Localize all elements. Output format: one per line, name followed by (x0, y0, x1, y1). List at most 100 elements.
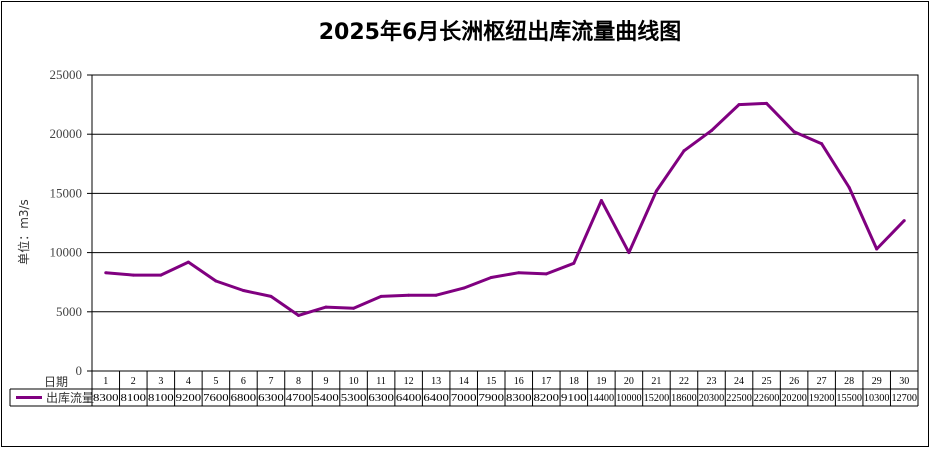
data-table-value: 8300 (506, 393, 532, 404)
x-tick-label: 23 (707, 376, 717, 387)
data-table-value: 7000 (451, 393, 477, 404)
data-point (517, 271, 521, 275)
data-table-value: 8200 (534, 393, 560, 404)
x-tick-label: 1 (103, 376, 108, 387)
x-tick-label: 6 (241, 376, 246, 387)
data-point (352, 306, 356, 310)
y-tick-label: 0 (76, 363, 83, 378)
data-point (324, 305, 328, 309)
data-point (765, 101, 769, 105)
data-table-value: 5400 (313, 393, 339, 404)
data-point (241, 288, 245, 292)
data-point (682, 149, 686, 153)
data-table-value: 18600 (671, 393, 697, 404)
data-table-value: 10000 (616, 393, 642, 404)
data-table-value: 8300 (93, 393, 119, 404)
data-point (572, 261, 576, 265)
x-tick-label: 11 (376, 376, 386, 387)
data-table-value: 9100 (561, 393, 587, 404)
data-table-value: 20300 (699, 393, 725, 404)
data-table-value: 8100 (148, 393, 174, 404)
data-table-value: 15500 (836, 393, 862, 404)
data-point (131, 273, 135, 277)
x-tick-label: 27 (817, 376, 827, 387)
x-tick-label: 12 (404, 376, 414, 387)
data-point (875, 247, 879, 251)
data-point (847, 185, 851, 189)
x-tick-label: 22 (679, 376, 689, 387)
data-table-value: 6300 (368, 393, 394, 404)
data-point (269, 294, 273, 298)
data-point (737, 103, 741, 107)
data-point (297, 313, 300, 317)
data-table-value: 22600 (754, 393, 780, 404)
x-tick-label: 20 (624, 376, 634, 387)
data-table-value: 6400 (396, 393, 422, 404)
data-point (434, 293, 438, 297)
data-point (710, 129, 713, 133)
data-table-value: 10300 (864, 393, 890, 404)
x-tick-label: 21 (651, 376, 661, 387)
x-tick-label: 10 (349, 376, 359, 387)
data-table-value: 19200 (809, 393, 835, 404)
data-table-value: 22500 (726, 393, 752, 404)
plot-area (91, 74, 919, 372)
data-table-value: 14400 (589, 393, 615, 404)
y-tick-label: 15000 (50, 185, 83, 200)
legend-series-name: 出库流量 (46, 390, 94, 405)
data-point (820, 142, 824, 146)
data-table-value: 5300 (341, 393, 367, 404)
x-tick-label: 13 (431, 376, 441, 387)
data-table-value: 6800 (231, 393, 257, 404)
table-header-label: 日期 (44, 375, 68, 389)
x-tick-label: 8 (296, 376, 301, 387)
y-tick-label: 10000 (50, 245, 83, 260)
x-tick-label: 16 (514, 376, 524, 387)
chart-title: 2025年6月长洲枢纽出库流量曲线图 (318, 20, 682, 45)
data-point (654, 189, 658, 193)
series-line (105, 101, 906, 317)
data-point (214, 279, 218, 283)
data-point (379, 294, 383, 298)
x-tick-label: 7 (268, 376, 273, 387)
data-point (599, 199, 603, 203)
data-point (792, 130, 796, 134)
data-point (489, 275, 493, 279)
data-table-value: 20200 (781, 393, 807, 404)
x-tick-label: 5 (213, 376, 218, 387)
data-point (544, 272, 548, 276)
y-tick-label: 20000 (50, 126, 83, 141)
y-axis-label: 单位：m3/s (16, 199, 31, 265)
y-tick-label: 25000 (50, 67, 83, 82)
data-table-value: 8100 (121, 393, 147, 404)
x-tick-label: 2 (131, 376, 136, 387)
data-point (104, 271, 108, 275)
x-tick-label: 15 (486, 376, 496, 387)
data-table-value: 7600 (203, 393, 229, 404)
x-tick-label: 17 (541, 376, 551, 387)
x-tick-label: 29 (872, 376, 882, 387)
data-table-value: 6400 (423, 393, 449, 404)
data-point (186, 260, 190, 264)
data-table-value: 6300 (258, 393, 284, 404)
data-point (902, 219, 906, 223)
x-tick-label: 28 (844, 376, 854, 387)
data-point (159, 273, 163, 277)
data-table-value: 7900 (478, 393, 504, 404)
data-point (407, 293, 411, 297)
x-tick-label: 18 (569, 376, 579, 387)
x-tick-label: 24 (734, 376, 744, 387)
x-tick-label: 9 (324, 376, 329, 387)
x-tick-label: 25 (762, 376, 772, 387)
x-tick-label: 26 (789, 376, 799, 387)
data-point (462, 286, 466, 290)
x-tick-label: 4 (186, 376, 191, 387)
data-table-value: 4700 (286, 393, 312, 404)
x-tick-label: 14 (459, 376, 469, 387)
data-point (627, 251, 631, 255)
x-tick-label: 3 (158, 376, 163, 387)
x-tick-label: 19 (596, 376, 606, 387)
x-tick-label: 30 (899, 376, 909, 387)
data-table-value: 15200 (644, 393, 670, 404)
